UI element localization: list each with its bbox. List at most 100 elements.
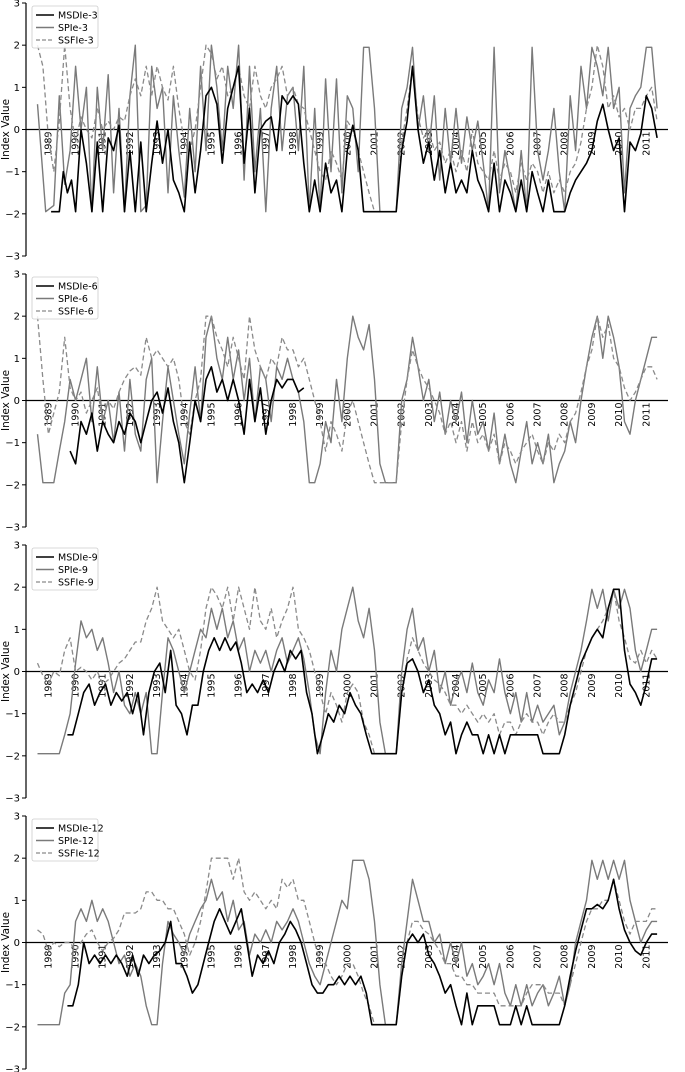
year-tick-label: 2007 [533,945,544,969]
year-tick-label: 1993 [152,403,163,427]
year-tick-label: 1992 [125,132,136,156]
legend-box [31,818,99,862]
series-line-ssfie-6 [36,315,658,484]
y-tick-label: 2 [14,312,20,323]
y-tick-label: 3 [14,270,20,281]
y-tick-label: −2 [5,480,20,491]
y-tick-label: 0 [14,667,20,678]
year-tick-label: 2000 [342,945,353,969]
year-tick-label: 2009 [587,674,598,698]
year-tick-label: 2010 [614,403,625,427]
year-tick-label: 2011 [641,674,652,698]
y-tick-label: 3 [14,541,20,552]
year-tick-label: 2011 [641,132,652,156]
year-tick-label: 2011 [641,403,652,427]
chart-panel-4: −3 −2 −1 0 1 2 3 Index Value 1989 1990 1991 1992 199… [0,812,668,1072]
legend-label: SPIe-6 [58,294,88,305]
year-tick-label: 1992 [125,945,136,969]
year-tick-label: 2005 [478,132,489,156]
year-tick-label: 1997 [261,403,272,427]
y-tick-label: −1 [5,167,20,178]
chart-panel-3: −3 −2 −1 0 1 2 3 Index Value 1989 1990 1991 1992 199… [0,541,668,805]
year-tick-label: 2011 [641,945,652,969]
year-tick-label: 1999 [315,403,326,427]
series-line-ssfie-9 [36,586,658,755]
year-tick-label: 2000 [342,132,353,156]
series-line-spie-3 [36,44,658,213]
year-tick-label: 1996 [234,674,245,698]
year-tick-label: 2003 [424,403,435,427]
y-tick-label: −3 [5,1065,20,1072]
year-tick-label: 1996 [234,403,245,427]
series-line-ssfie-12 [37,857,658,1026]
year-tick-label: 2001 [369,132,380,156]
year-tick-label: 1998 [288,132,299,156]
y-tick-label: 2 [14,854,20,865]
year-tick-label: 1994 [179,945,190,969]
y-tick-label: 1 [14,625,20,636]
y-tick-label: 1 [14,83,20,94]
year-tick-label: 2007 [533,674,544,698]
year-tick-label: 2005 [478,674,489,698]
y-tick-label: −1 [5,438,20,449]
series-line-spie-6 [36,315,658,484]
y-axis-label: Index Value [0,99,12,160]
year-tick-label: 1996 [234,132,245,156]
year-tick-label: 1994 [179,403,190,427]
legend-box [31,547,99,591]
y-tick-label: −2 [5,1022,20,1033]
series-line-spie-9 [37,586,658,755]
legend-label: SPIe-3 [58,23,88,34]
year-tick-label: 2010 [614,674,625,698]
year-tick-label: 2005 [478,945,489,969]
year-tick-label: 1998 [288,945,299,969]
legend-label: SPIe-9 [58,565,88,576]
year-tick-label: 2008 [560,132,571,156]
year-tick-label: 2006 [505,132,516,156]
year-tick-label: 1990 [71,132,82,156]
year-tick-label: 2004 [451,674,462,698]
legend-label: SSFIe-3 [58,36,94,47]
year-tick-label: 1990 [71,403,82,427]
y-axis-label: Index Value [0,641,12,702]
year-tick-label: 1993 [152,132,163,156]
y-tick-label: −3 [5,523,20,534]
y-tick-label: 0 [14,396,20,407]
legend-label: SSFIe-12 [58,849,100,860]
year-tick-label: 1994 [179,674,190,698]
y-tick-label: −3 [5,794,20,805]
year-tick-label: 1997 [261,132,272,156]
year-tick-label: 1993 [152,674,163,698]
year-tick-label: 2001 [369,403,380,427]
year-tick-label: 2000 [342,674,353,698]
y-tick-label: 2 [14,583,20,594]
year-tick-label: 1993 [152,945,163,969]
legend-box [31,5,99,49]
year-tick-label: 1989 [43,674,54,698]
year-tick-label: 1995 [206,132,217,156]
series-line-msdie-3 [51,65,658,213]
year-tick-label: 2009 [587,945,598,969]
year-tick-label: 2008 [560,674,571,698]
year-tick-label: 2010 [614,945,625,969]
year-tick-label: 2009 [587,403,598,427]
y-tick-label: 3 [14,812,20,823]
year-tick-label: 1990 [71,674,82,698]
y-tick-label: 2 [14,41,20,52]
series-line-msdie-6 [69,366,305,484]
year-tick-label: 2007 [533,403,544,427]
y-tick-label: 1 [14,354,20,365]
y-tick-label: 0 [14,938,20,949]
legend-box [31,276,99,320]
year-tick-label: 1999 [315,132,326,156]
year-tick-label: 1998 [288,403,299,427]
legend-label: MSDIe-3 [58,11,98,22]
year-tick-label: 1991 [98,674,109,698]
